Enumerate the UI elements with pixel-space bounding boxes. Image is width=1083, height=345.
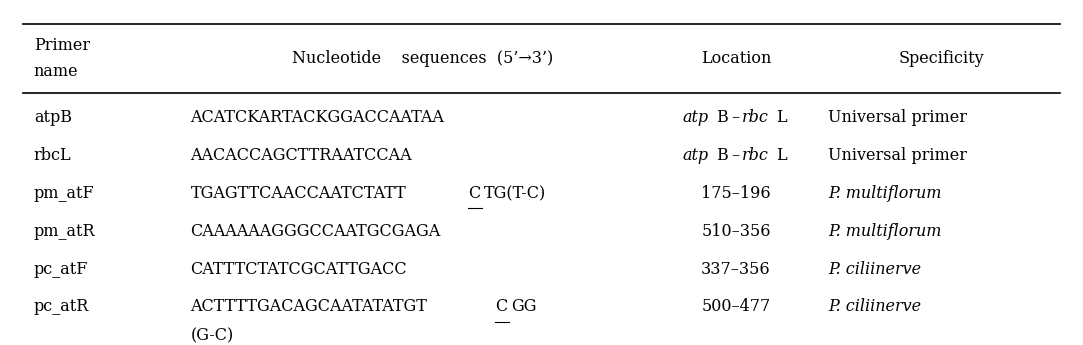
Text: atp: atp xyxy=(682,147,708,164)
Text: B: B xyxy=(716,147,728,164)
Text: Nucleotide    sequences  (5’→3’): Nucleotide sequences (5’→3’) xyxy=(292,50,553,67)
Text: L: L xyxy=(777,147,786,164)
Text: CATTTCTATCGCATTGACC: CATTTCTATCGCATTGACC xyxy=(191,260,407,277)
Text: rbcL: rbcL xyxy=(34,147,71,164)
Text: C: C xyxy=(495,298,508,315)
Text: L: L xyxy=(777,109,786,127)
Text: P. multiflorum: P. multiflorum xyxy=(827,185,941,202)
Text: pc_atF: pc_atF xyxy=(34,260,88,277)
Text: Location: Location xyxy=(701,50,771,67)
Text: B: B xyxy=(716,109,728,127)
Text: 510–356: 510–356 xyxy=(701,223,771,240)
Text: atpB: atpB xyxy=(34,109,71,127)
Text: 175–196: 175–196 xyxy=(701,185,771,202)
Text: (G-C): (G-C) xyxy=(191,328,234,345)
Text: AACACCAGCTTRAATCCAA: AACACCAGCTTRAATCCAA xyxy=(191,147,412,164)
Text: CAAAAAAGGGCCAATGCGAGA: CAAAAAAGGGCCAATGCGAGA xyxy=(191,223,441,240)
Text: name: name xyxy=(34,63,78,80)
Text: C: C xyxy=(468,185,481,202)
Text: Primer: Primer xyxy=(34,37,90,54)
Text: TG(T-C): TG(T-C) xyxy=(484,185,546,202)
Text: –: – xyxy=(731,109,739,127)
Text: –: – xyxy=(731,147,739,164)
Text: P. ciliinerve: P. ciliinerve xyxy=(827,298,921,315)
Text: Universal primer: Universal primer xyxy=(827,147,967,164)
Text: rbc: rbc xyxy=(742,147,768,164)
Text: atp: atp xyxy=(682,109,708,127)
Text: ACTTTTGACAGCAATATATGT: ACTTTTGACAGCAATATATGT xyxy=(191,298,428,315)
Text: rbc: rbc xyxy=(742,109,768,127)
Text: Specificity: Specificity xyxy=(899,50,984,67)
Text: P. multiflorum: P. multiflorum xyxy=(827,223,941,240)
Text: TGAGTTCAACCAATCTATT: TGAGTTCAACCAATCTATT xyxy=(191,185,406,202)
Text: GG: GG xyxy=(511,298,536,315)
Text: 337–356: 337–356 xyxy=(701,260,771,277)
Text: P. ciliinerve: P. ciliinerve xyxy=(827,260,921,277)
Text: 500–477: 500–477 xyxy=(702,298,771,315)
Text: pc_atR: pc_atR xyxy=(34,298,89,315)
Text: pm_atF: pm_atF xyxy=(34,185,94,202)
Text: pm_atR: pm_atR xyxy=(34,223,95,240)
Text: ACATCKARTACKGGACCAATAA: ACATCKARTACKGGACCAATAA xyxy=(191,109,444,127)
Text: Universal primer: Universal primer xyxy=(827,109,967,127)
